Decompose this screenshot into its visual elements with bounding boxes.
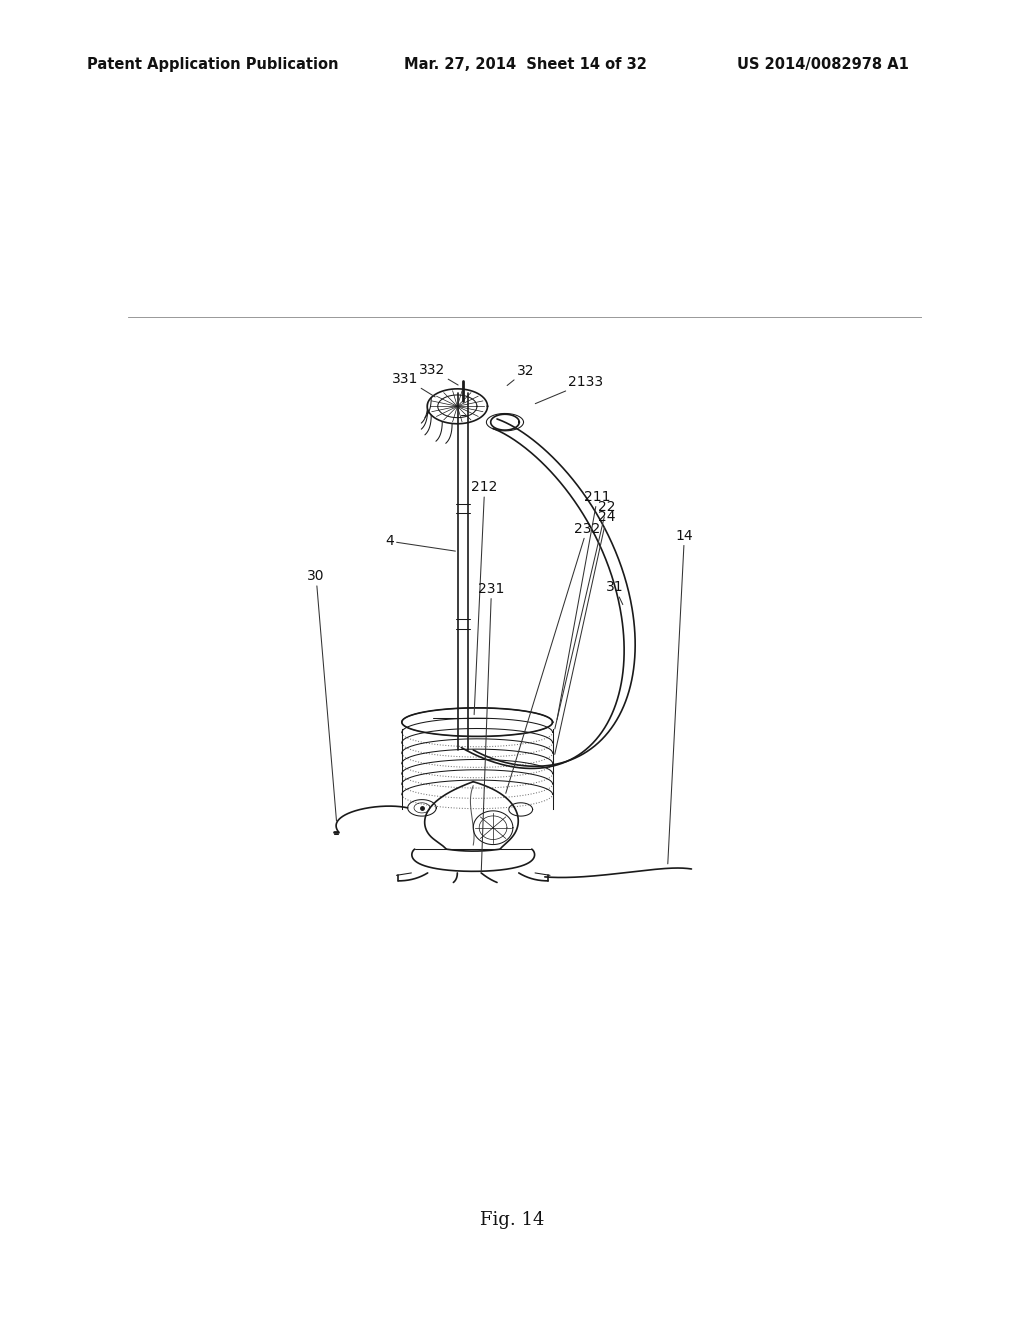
Text: 24: 24: [555, 511, 615, 754]
Text: 212: 212: [471, 480, 498, 714]
Text: Patent Application Publication: Patent Application Publication: [87, 57, 339, 71]
Text: 22: 22: [555, 500, 615, 729]
Text: US 2014/0082978 A1: US 2014/0082978 A1: [737, 57, 909, 71]
Text: 14: 14: [668, 528, 693, 863]
Text: 211: 211: [557, 490, 611, 719]
Text: 332: 332: [419, 363, 458, 385]
Text: 2133: 2133: [536, 375, 603, 404]
Text: Fig. 14: Fig. 14: [480, 1210, 544, 1229]
Text: 331: 331: [392, 371, 435, 397]
Text: 32: 32: [507, 363, 535, 385]
Text: Mar. 27, 2014  Sheet 14 of 32: Mar. 27, 2014 Sheet 14 of 32: [404, 57, 647, 71]
Text: 30: 30: [307, 569, 337, 821]
Text: 231: 231: [478, 582, 505, 871]
Text: 232: 232: [506, 521, 600, 793]
Text: 31: 31: [606, 581, 624, 605]
Text: 4: 4: [385, 535, 456, 552]
